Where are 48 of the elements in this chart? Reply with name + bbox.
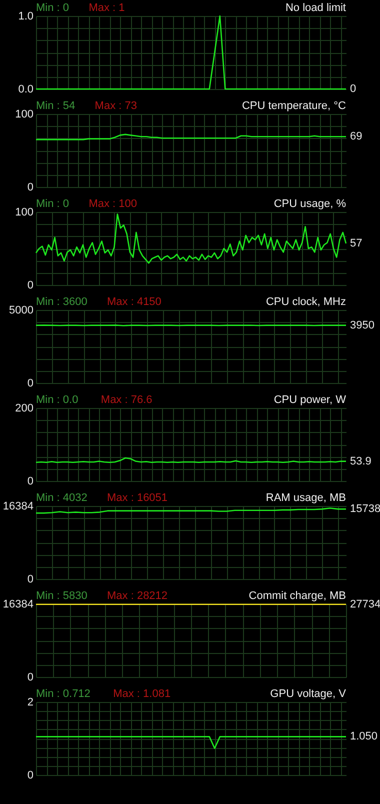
text: Min : 4032 (36, 492, 88, 504)
text: Max : 76.6 (100, 394, 152, 406)
text: Min : 0 (36, 198, 70, 210)
text: Max : 4150 (107, 296, 162, 308)
y-tick-label: 0 (27, 280, 34, 292)
chart-title: GPU voltage, V (270, 688, 347, 700)
text: 27734 (350, 598, 380, 610)
text: 15738 (350, 503, 380, 516)
y-tick-label: 0.0 (18, 84, 34, 96)
text: Min : 5830 (36, 590, 88, 602)
chart-title: No load limit (285, 2, 346, 14)
y-tick-label: 100 (15, 108, 34, 120)
y-tick-label: 100 (15, 206, 34, 218)
chart-title: RAM usage, MB (266, 492, 346, 504)
y-tick-label: 0 (27, 770, 34, 782)
text: 0 (350, 83, 356, 95)
text: Max : 73 (94, 100, 137, 112)
text: Max : 1.081 (113, 688, 171, 700)
y-tick-label: 2 (27, 696, 34, 708)
text: 3950 (350, 319, 374, 332)
y-tick-label: 0 (27, 672, 34, 684)
y-tick-label: 1.0 (18, 10, 34, 22)
text: Min : 0.712 (36, 688, 90, 700)
text: 57 (350, 237, 362, 250)
y-tick-label: 16384 (2, 500, 34, 512)
y-tick-label: 16384 (2, 598, 34, 610)
text: Min : 54 (36, 100, 76, 112)
y-tick-label: 5000 (9, 304, 34, 316)
text: Max : 100 (88, 198, 138, 210)
chart-title: CPU usage, % (274, 198, 346, 210)
text: Min : 3600 (36, 296, 88, 308)
y-tick-label: 0 (27, 378, 34, 390)
text: Max : 16051 (107, 492, 168, 504)
text: Max : 1 (88, 2, 125, 14)
text: 69 (350, 130, 362, 143)
chart-title: CPU power, W (274, 394, 347, 406)
y-tick-label: 0 (27, 182, 34, 194)
text: 53.9 (350, 455, 372, 468)
chart-title: Commit charge, MB (248, 590, 346, 602)
chart-title: CPU clock, MHz (266, 296, 346, 308)
text: Min : 0 (36, 2, 70, 14)
text: Min : 0.0 (36, 394, 78, 406)
text: 1.050 (350, 730, 378, 743)
chart-title: CPU temperature, °C (242, 100, 346, 112)
y-tick-label: 0 (27, 574, 34, 586)
y-tick-label: 0 (27, 476, 34, 488)
y-tick-label: 200 (15, 402, 34, 414)
text: Max : 28212 (107, 590, 168, 602)
